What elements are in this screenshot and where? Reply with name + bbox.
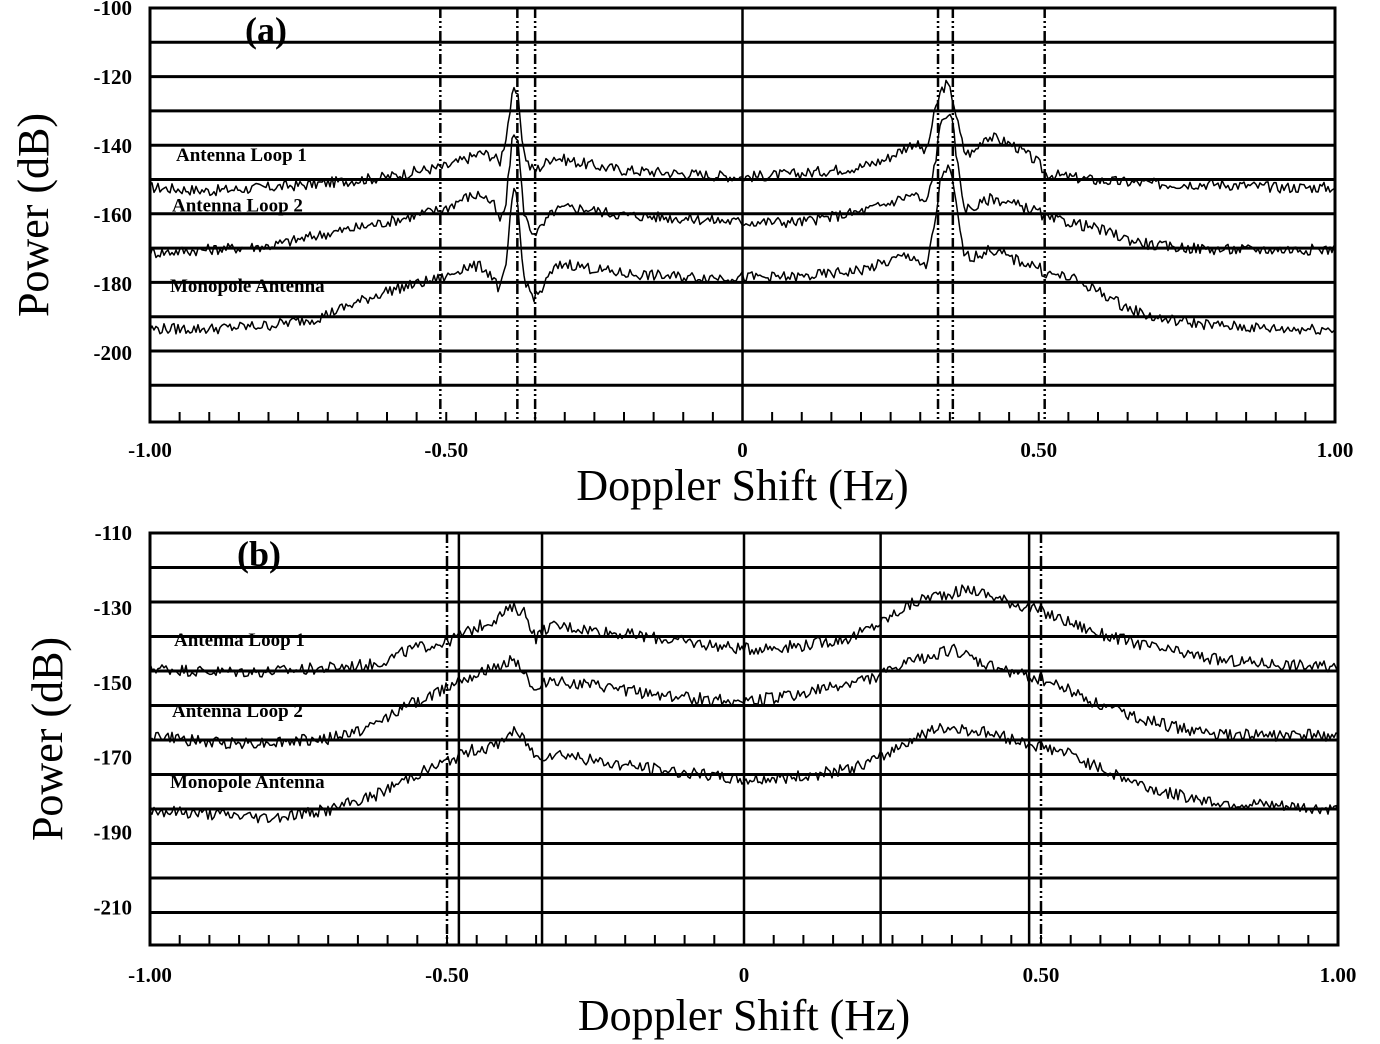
x-tick-label-b: -1.00 [128, 963, 172, 987]
x-tick-label-a: 0 [737, 438, 748, 462]
x-axis-title-a: Doppler Shift (Hz) [576, 461, 908, 510]
plot-frame-a [148, 6, 1337, 424]
series-line-a-3 [149, 164, 1335, 335]
panel-a-chart: Antenna Loop 1 Antenna Loop 2 Monopole Ant… [9, 0, 1353, 510]
y-axis-title-b: Power (dB) [23, 637, 72, 841]
panel-label-b: (b) [237, 534, 281, 574]
x-tick-label-a: 0.50 [1020, 438, 1057, 462]
y-tick-label-b: -130 [94, 596, 133, 620]
series-line-a-1 [149, 79, 1335, 197]
y-axis-title-a: Power (dB) [9, 113, 58, 317]
series-line-b-3 [149, 722, 1339, 824]
y-tick-label-b: -170 [94, 746, 133, 770]
x-tick-label-a: -0.50 [424, 438, 468, 462]
plot-frame-b [148, 531, 1340, 947]
x-tick-label-a: 1.00 [1317, 438, 1354, 462]
panel-label-a: (a) [245, 10, 287, 50]
y-tick-label-a: -140 [94, 134, 133, 158]
series-label-a-3: Monopole Antenna [170, 276, 325, 297]
x-tick-label-b: 0 [739, 963, 750, 987]
y-tick-label-a: -160 [94, 203, 133, 227]
y-tick-label-b: -150 [94, 671, 133, 695]
series-label-b-1: Antenna Loop 1 [174, 630, 305, 651]
x-tick-label-b: -0.50 [425, 963, 469, 987]
x-tick-label-b: 1.00 [1320, 963, 1357, 987]
y-tick-label-a: -120 [94, 65, 133, 89]
x-tick-label-a: -1.00 [128, 438, 172, 462]
series-label-b-3: Monopole Antenna [170, 772, 325, 793]
y-tick-label-b: -190 [94, 821, 133, 845]
x-tick-label-b: 0.50 [1023, 963, 1060, 987]
panel-b-chart: Antenna Loop 1 Antenna Loop 2 Monopole Ant… [23, 521, 1356, 1040]
series-line-b-2 [149, 643, 1339, 750]
series-line-b-1 [149, 584, 1339, 678]
x-axis-title-b: Doppler Shift (Hz) [578, 991, 910, 1040]
y-tick-label-b: -210 [94, 896, 133, 920]
y-tick-label-a: -100 [94, 0, 133, 20]
y-tick-label-b: -110 [95, 521, 132, 545]
y-tick-label-a: -200 [94, 341, 133, 365]
y-tick-label-a: -180 [94, 272, 133, 296]
series-label-a-1: Antenna Loop 1 [176, 145, 307, 166]
series-label-a-2: Antenna Loop 2 [172, 195, 303, 216]
series-line-a-2 [149, 113, 1335, 259]
series-label-b-2: Antenna Loop 2 [172, 701, 303, 722]
